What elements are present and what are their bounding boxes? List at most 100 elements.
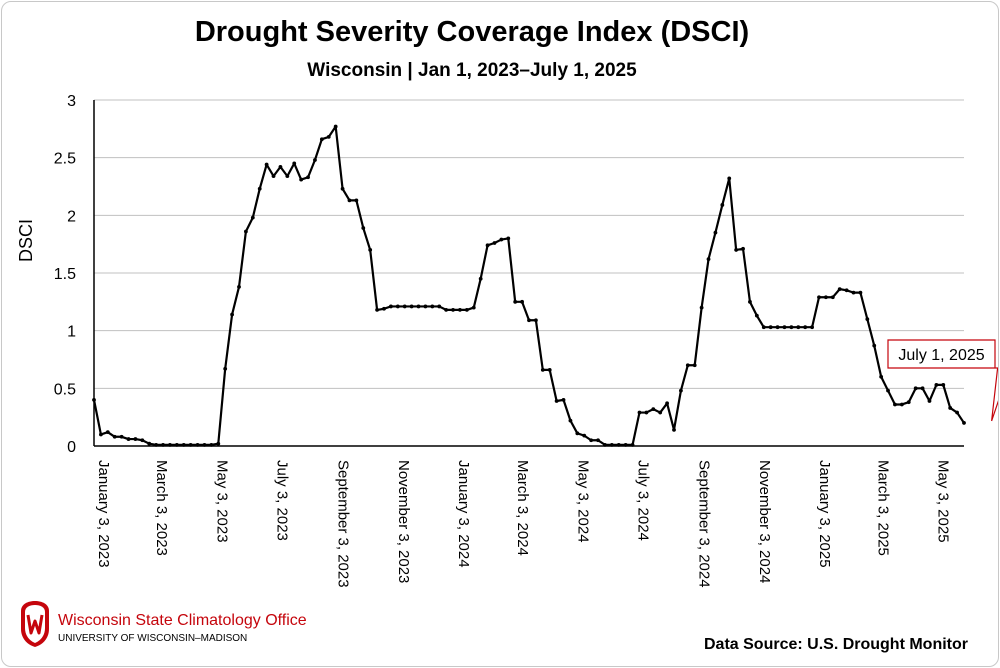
- data-point: [140, 438, 145, 443]
- data-point: [665, 401, 669, 406]
- data-point: [858, 290, 863, 295]
- data-point: [395, 304, 400, 309]
- data-point: [824, 295, 828, 300]
- data-point: [782, 325, 787, 330]
- data-point: [547, 367, 552, 372]
- data-point: [306, 175, 310, 180]
- data-point: [596, 438, 600, 443]
- data-point: [174, 442, 179, 447]
- chart-subtitle: Wisconsin | Jan 1, 2023–July 1, 2025: [307, 60, 637, 81]
- data-point: [630, 442, 635, 447]
- x-tick-label: January 3, 2023: [95, 460, 112, 568]
- data-point: [692, 363, 697, 368]
- data-point: [271, 174, 276, 179]
- data-point: [817, 295, 821, 300]
- data-point: [962, 421, 966, 425]
- data-point: [955, 410, 959, 415]
- data-point: [99, 432, 103, 437]
- data-point: [713, 230, 718, 235]
- data-point: [188, 442, 193, 447]
- data-point: [133, 437, 138, 441]
- data-point: [589, 438, 594, 443]
- data-point: [879, 374, 884, 379]
- data-point: [534, 318, 538, 323]
- data-point: [913, 386, 918, 391]
- data-point: [844, 288, 849, 293]
- data-point: [582, 433, 587, 438]
- data-point: [603, 442, 607, 447]
- data-point: [727, 176, 732, 181]
- y-tick-label: 2.5: [54, 151, 76, 168]
- data-point: [658, 410, 663, 415]
- data-point: [948, 406, 953, 410]
- data-point: [506, 236, 511, 241]
- data-point: [513, 299, 518, 304]
- data-point: [609, 442, 614, 447]
- chart-title: Drought Severity Coverage Index (DSCI): [194, 16, 750, 48]
- data-point: [126, 437, 131, 441]
- data-point: [347, 198, 352, 203]
- data-source-note: Data Source: U.S. Drought Monitor: [704, 636, 968, 653]
- data-point: [768, 325, 773, 330]
- data-point: [244, 229, 248, 234]
- data-point: [672, 427, 676, 432]
- data-point: [402, 304, 407, 309]
- data-point: [941, 382, 946, 387]
- data-point: [292, 161, 297, 166]
- data-point: [734, 248, 739, 252]
- data-point: [209, 442, 214, 447]
- data-point: [810, 325, 814, 330]
- data-point: [326, 135, 331, 139]
- data-point: [554, 399, 559, 403]
- data-point: [444, 308, 449, 312]
- x-tick-label: September 3, 2024: [696, 460, 713, 588]
- data-point: [195, 442, 200, 447]
- data-point: [458, 308, 462, 312]
- data-point: [886, 388, 890, 393]
- data-point: [257, 186, 262, 191]
- data-point: [893, 402, 897, 407]
- x-tick-label: November 3, 2024: [756, 460, 773, 583]
- data-point: [872, 343, 877, 348]
- data-point: [568, 418, 573, 423]
- data-point: [375, 308, 379, 312]
- dsci-series-line: [92, 125, 965, 446]
- data-point: [485, 243, 490, 248]
- data-point: [865, 317, 870, 322]
- data-point: [685, 363, 690, 368]
- data-point: [451, 308, 455, 312]
- data-point: [906, 400, 911, 405]
- data-point: [796, 325, 801, 330]
- x-tick-label: May 3, 2025: [934, 460, 951, 543]
- data-point: [409, 304, 414, 309]
- data-point: [119, 434, 124, 439]
- data-point: [389, 304, 393, 309]
- data-point: [651, 407, 656, 411]
- data-point: [105, 430, 110, 435]
- data-point: [340, 186, 345, 191]
- data-point: [230, 312, 234, 317]
- data-point: [699, 305, 704, 310]
- data-point: [637, 410, 642, 415]
- data-point: [382, 306, 386, 311]
- data-point: [430, 304, 435, 309]
- data-point: [112, 434, 117, 439]
- data-point: [147, 441, 152, 446]
- data-point: [471, 305, 476, 310]
- x-tick-label: March 3, 2025: [874, 460, 891, 556]
- data-point: [561, 397, 566, 402]
- y-tick-label: 3: [67, 93, 76, 110]
- data-point: [285, 174, 290, 179]
- x-tick-label: July 3, 2023: [274, 460, 291, 541]
- data-point: [623, 442, 628, 447]
- x-tick-label: March 3, 2023: [153, 460, 170, 556]
- data-point: [202, 442, 207, 447]
- data-point: [237, 284, 241, 289]
- data-point: [520, 299, 524, 304]
- data-point: [368, 248, 373, 252]
- data-point: [250, 215, 255, 220]
- data-point: [927, 399, 932, 403]
- data-point: [706, 257, 711, 262]
- data-point: [361, 226, 366, 230]
